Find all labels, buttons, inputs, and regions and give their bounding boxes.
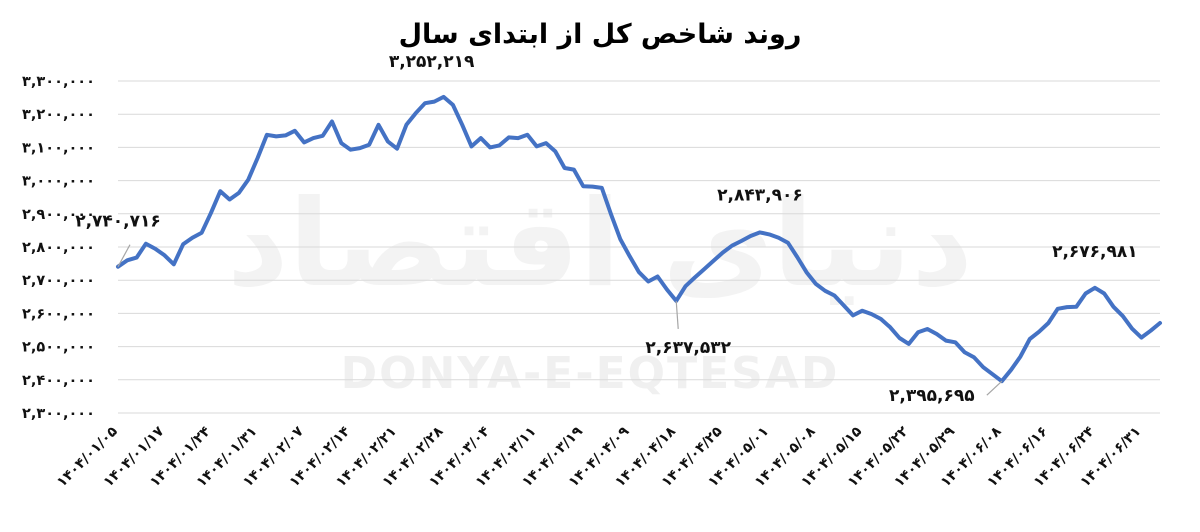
watermark-persian: دنیای اقتصاد [227, 175, 973, 314]
y-tick-label: ۳,۲۰۰,۰۰۰ [22, 107, 95, 123]
chart-title: روند شاخص کل از ابتدای سال [399, 19, 802, 50]
y-tick-label: ۲,۸۰۰,۰۰۰ [22, 240, 95, 256]
y-tick-label: ۲,۳۰۰,۰۰۰ [22, 406, 95, 422]
data-label-leader [675, 300, 679, 329]
watermark: دنیای اقتصاد DONYA-E-EQTESAD [227, 175, 973, 399]
y-axis-ticks: ۲,۳۰۰,۰۰۰ ۲,۴۰۰,۰۰۰ ۲,۵۰۰,۰۰۰ ۲,۶۰۰,۰۰۰ ۲,۷۰… [22, 74, 95, 422]
data-label: ۲,۸۴۳,۹۰۶ [717, 185, 803, 205]
data-label: ۲,۶۷۶,۹۸۱ [1052, 242, 1138, 262]
series-layer [116, 94, 1162, 384]
data-label: ۲,۶۳۷,۵۳۲ [645, 338, 731, 358]
series-line [116, 94, 1162, 384]
y-tick-label: ۲,۵۰۰,۰۰۰ [22, 340, 95, 356]
grid [118, 80, 1160, 414]
y-tick-label: ۲,۹۰۰,۰۰۰ [22, 207, 95, 223]
y-tick-label: ۳,۳۰۰,۰۰۰ [22, 74, 95, 90]
data-label-leader [117, 244, 131, 267]
data-label-leader [986, 380, 1003, 396]
y-tick-label: ۳,۰۰۰,۰۰۰ [22, 174, 95, 190]
y-tick-label: ۳,۱۰۰,۰۰۰ [22, 140, 95, 156]
data-label: ۲,۳۹۵,۶۹۵ [889, 386, 975, 406]
x-axis-ticks: ۱۴۰۴/۰۱/۰۵۱۴۰۴/۰۱/۱۷۱۴۰۴/۰۱/۲۴۱۴۰۴/۰۱/۳۱… [54, 423, 1144, 490]
watermark-english: DONYA-E-EQTESAD [341, 348, 840, 399]
data-label: ۲,۷۴۰,۷۱۶ [75, 212, 161, 232]
data-label: ۳,۲۵۲,۲۱۹ [389, 52, 475, 72]
y-tick-label: ۲,۶۰۰,۰۰۰ [22, 306, 95, 322]
data-labels: ۲,۷۴۰,۷۱۶ ۳,۲۵۲,۲۱۹ ۲,۶۳۷,۵۳۲ ۲,۸۴۳,۹۰۶ ۲,۳۹… [75, 52, 1137, 406]
y-tick-label: ۲,۴۰۰,۰۰۰ [22, 373, 95, 389]
y-tick-label: ۲,۷۰۰,۰۰۰ [22, 273, 95, 289]
